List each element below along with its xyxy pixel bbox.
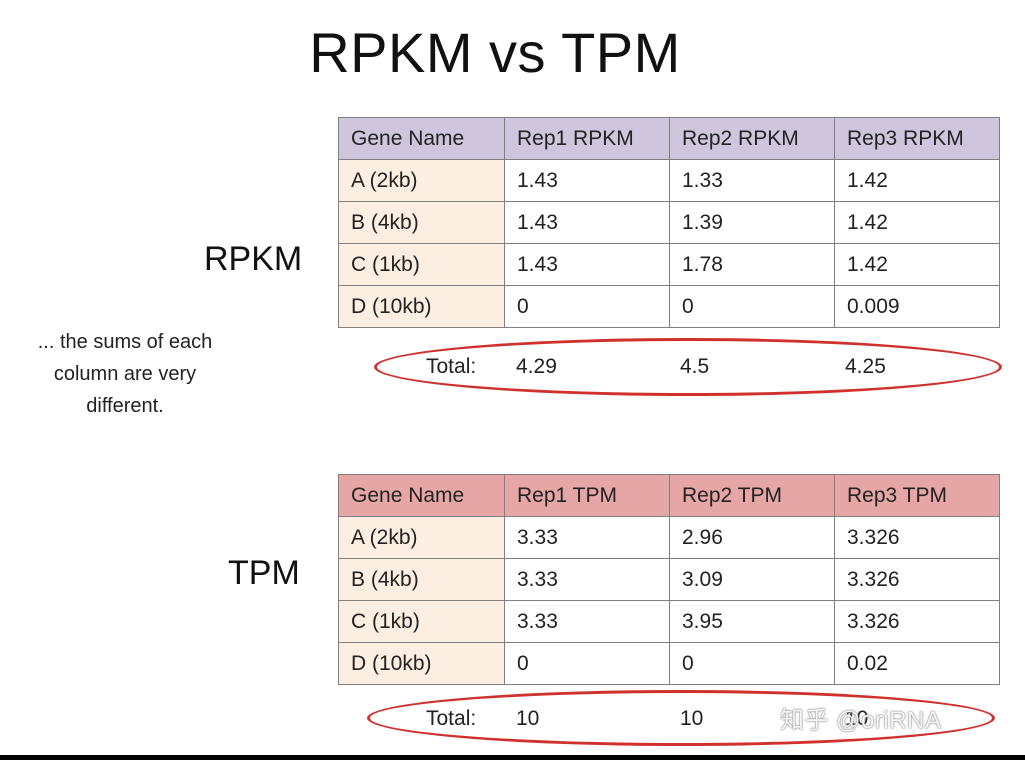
value-cell: 0.009: [834, 285, 1000, 328]
watermark: 知乎 @oriRNA: [780, 707, 942, 734]
gene-name-cell: A (2kb): [338, 516, 505, 559]
column-header: Rep1 RPKM: [504, 117, 670, 160]
gene-name-cell: D (10kb): [338, 285, 505, 328]
slide-title: RPKM vs TPM: [309, 21, 681, 84]
column-header: Rep2 RPKM: [669, 117, 835, 160]
value-cell: 3.95: [669, 600, 835, 643]
gene-name-cell: D (10kb): [338, 642, 505, 685]
value-cell: 0: [669, 285, 835, 328]
value-cell: 0: [504, 642, 670, 685]
table-row: D (10kb) 0 0 0.02: [338, 642, 1000, 685]
value-cell: 3.33: [504, 600, 670, 643]
table-row: D (10kb) 0 0 0.009: [338, 285, 1000, 328]
table-row: B (4kb) 3.33 3.09 3.326: [338, 558, 1000, 601]
rpkm-section-label: RPKM: [204, 240, 303, 278]
column-header: Gene Name: [338, 117, 505, 160]
value-cell: 1.42: [834, 159, 1000, 202]
value-cell: 1.43: [504, 243, 670, 286]
value-cell: 0: [504, 285, 670, 328]
table-row: A (2kb) 3.33 2.96 3.326: [338, 516, 1000, 559]
value-cell: 3.33: [504, 516, 670, 559]
value-cell: 3.33: [504, 558, 670, 601]
table-row: A (2kb) 1.43 1.33 1.42: [338, 159, 1000, 202]
gene-name-cell: C (1kb): [338, 243, 505, 286]
value-cell: 0.02: [834, 642, 1000, 685]
value-cell: 1.42: [834, 243, 1000, 286]
value-cell: 3.326: [834, 516, 1000, 559]
value-cell: 3.326: [834, 600, 1000, 643]
value-cell: 1.39: [669, 201, 835, 244]
column-header: Rep1 TPM: [504, 474, 670, 517]
value-cell: 1.43: [504, 159, 670, 202]
column-header: Gene Name: [338, 474, 505, 517]
column-header: Rep3 TPM: [834, 474, 1000, 517]
table-row: C (1kb) 1.43 1.78 1.42: [338, 243, 1000, 286]
rpkm-table: Gene Name Rep1 RPKM Rep2 RPKM Rep3 RPKM …: [338, 117, 1000, 328]
tpm-section-label: TPM: [228, 554, 300, 592]
gene-name-cell: C (1kb): [338, 600, 505, 643]
gene-name-cell: B (4kb): [338, 201, 505, 244]
table-row: C (1kb) 3.33 3.95 3.326: [338, 600, 1000, 643]
tpm-table: Gene Name Rep1 TPM Rep2 TPM Rep3 TPM A (…: [338, 474, 1000, 685]
value-cell: 1.42: [834, 201, 1000, 244]
value-cell: 3.09: [669, 558, 835, 601]
gene-name-cell: B (4kb): [338, 558, 505, 601]
tpm-totals-highlight-oval: [367, 690, 995, 746]
table-header-row: Gene Name Rep1 TPM Rep2 TPM Rep3 TPM: [338, 474, 1000, 517]
table-row: B (4kb) 1.43 1.39 1.42: [338, 201, 1000, 244]
column-header: Rep3 RPKM: [834, 117, 1000, 160]
column-header: Rep2 TPM: [669, 474, 835, 517]
bottom-edge-bar: [0, 755, 1025, 760]
value-cell: 1.78: [669, 243, 835, 286]
value-cell: 1.43: [504, 201, 670, 244]
value-cell: 1.33: [669, 159, 835, 202]
gene-name-cell: A (2kb): [338, 159, 505, 202]
value-cell: 2.96: [669, 516, 835, 559]
column-sum-note: ... the sums of each column are very dif…: [37, 331, 213, 417]
value-cell: 0: [669, 642, 835, 685]
rpkm-totals-highlight-oval: [374, 338, 1002, 396]
table-header-row: Gene Name Rep1 RPKM Rep2 RPKM Rep3 RPKM: [338, 117, 1000, 160]
value-cell: 3.326: [834, 558, 1000, 601]
